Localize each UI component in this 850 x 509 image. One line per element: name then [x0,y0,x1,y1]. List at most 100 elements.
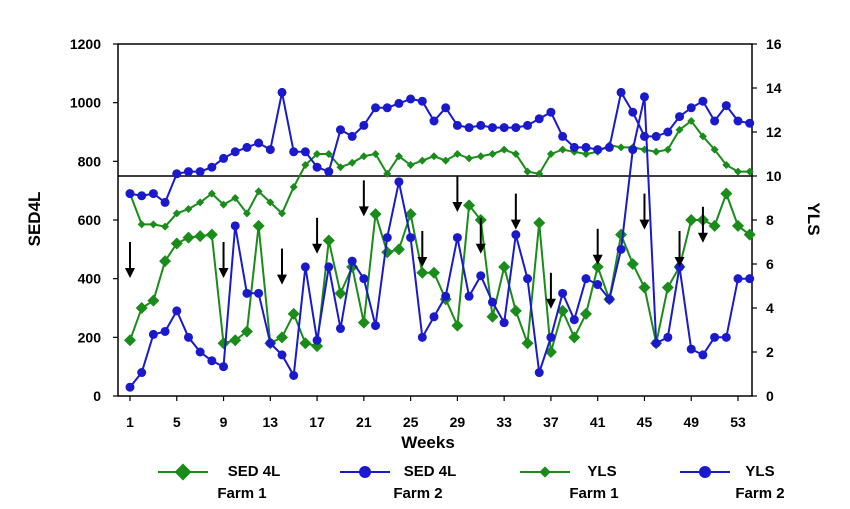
data-point [464,123,474,133]
data-point [312,162,322,172]
series-sed-4l-farm-1 [124,187,756,358]
data-point [300,262,310,272]
data-point [523,120,533,130]
x-tick-label: 25 [403,414,419,430]
data-point [651,131,661,141]
data-point [287,307,300,320]
data-point [628,145,638,155]
data-point [394,177,404,187]
data-point [663,332,673,342]
data-point [476,120,486,130]
data-point [745,274,755,284]
arrow-marker [510,193,521,230]
data-point [160,326,170,336]
data-point [371,103,381,113]
arrow-head [358,206,369,217]
data-point [265,145,275,155]
data-point [230,147,240,157]
data-point [324,167,334,177]
y-right-tick-label: 6 [766,256,774,272]
data-point [369,208,382,221]
data-point [511,230,521,240]
data-point [429,116,439,126]
data-point [183,167,193,177]
data-point [299,337,312,350]
data-point [172,209,181,218]
data-point [429,312,439,322]
data-point [334,287,347,300]
arrow-head [674,257,685,267]
data-point [663,145,672,154]
data-point [476,271,486,281]
data-point [196,198,205,207]
y-right-tick-label: 4 [766,300,774,316]
x-tick-label: 9 [220,414,228,430]
data-point [721,101,731,111]
data-point [628,107,638,117]
data-point [745,167,754,176]
y-left-tick-label: 0 [93,388,101,404]
data-point [252,219,265,232]
data-point [335,125,345,135]
arrow-head [417,257,428,267]
legend-label-line1: SED 4L [228,463,281,480]
arrow-marker [277,248,287,285]
data-point [498,260,511,273]
data-point [161,222,170,231]
y-left-tick-label: 1200 [70,36,101,52]
y-right-tick-label: 10 [766,168,782,184]
data-point [217,337,230,350]
data-point [533,216,546,229]
data-point [276,331,288,344]
data-point [591,260,604,273]
legend-label-line2: Farm 2 [393,485,442,502]
data-point [616,87,626,97]
arrow-marker [218,242,229,278]
data-point [663,127,673,137]
data-point [336,163,345,172]
data-point [733,116,743,126]
series-line [129,96,750,388]
data-point [722,161,731,169]
data-point [593,145,603,155]
data-point [441,103,451,113]
data-point [511,150,520,158]
arrow-head [592,254,603,265]
arrow-marker [125,242,135,278]
x-tick-label: 17 [309,414,325,430]
data-point [207,189,216,198]
data-point [511,123,521,133]
data-point [569,142,579,152]
data-point [509,304,522,317]
data-point [523,274,533,284]
x-tick-label: 41 [590,414,606,430]
data-point [652,147,661,156]
legend-item-yls-farm2: YLS Farm 2 [680,463,785,502]
data-point [463,199,476,212]
data-point [698,132,707,141]
data-point [160,197,170,207]
data-point [558,131,568,141]
y-left-tick-label: 1000 [70,95,101,111]
data-point [392,243,405,256]
y-left-tick-label: 800 [78,153,102,169]
arrow-marker [452,176,463,212]
data-point [394,152,403,161]
data-point [500,145,509,154]
data-point [534,114,544,124]
legend-item-yls-farm1: YLS Farm 1 [520,463,619,502]
data-point [486,310,499,323]
y-right-tick-label: 14 [766,80,782,96]
arrow-head [218,268,229,278]
data-point [324,262,334,272]
arrow-marker [674,231,685,267]
data-point [230,221,240,231]
arrow-marker [312,217,323,254]
data-point [381,246,394,259]
arrow-marker [417,231,428,267]
y-right-tick-label: 0 [766,388,774,404]
data-point [289,183,298,191]
data-point [428,266,440,279]
data-point [698,96,708,106]
data-point [593,280,603,290]
